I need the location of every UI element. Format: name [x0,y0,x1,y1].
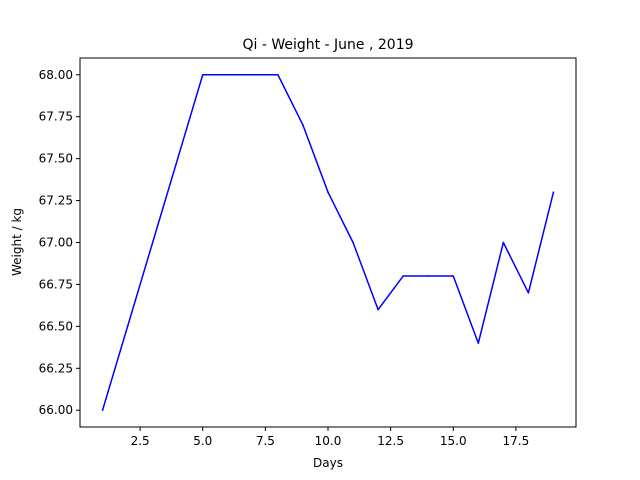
y-tick-label: 67.25 [39,194,73,208]
data-point [201,73,204,76]
data-point [176,157,179,160]
y-tick-label: 66.50 [39,319,73,333]
y-tick-label: 66.25 [39,361,73,375]
x-tick-label: 5.0 [193,434,212,448]
data-point [226,73,229,76]
x-tick-label: 7.5 [256,434,275,448]
plot-content [101,73,555,412]
data-point [477,342,480,344]
data-point [302,124,304,126]
x-tick-label: 17.5 [503,434,530,448]
data-point [277,73,279,76]
y-tick-label: 67.75 [39,110,73,124]
y-tick-label: 66.75 [39,277,73,291]
data-point [151,241,154,244]
y-tick-label: 67.50 [39,152,73,166]
data-point [252,73,254,76]
data-point [126,325,129,328]
data-point [402,275,404,277]
x-tick-label: 15.0 [440,434,467,448]
chart-title: Qi - Weight - June , 2019 [242,37,413,53]
data-point [327,191,329,193]
data-point [427,275,430,277]
data-point [452,275,455,277]
data-point [352,241,354,244]
x-tick-label: 10.0 [315,434,342,448]
x-tick-label: 12.5 [377,434,404,448]
data-point [527,292,530,294]
y-axis-title: Weight / kg [10,208,24,276]
x-axis-title: Days [313,456,343,470]
y-axis: 66.00 66.25 66.50 66.75 67.00 67.25 67.50 67.75… [39,68,80,417]
x-axis: 2.5 5.0 7.5 10.0 12.5 15.0 17.5 [131,427,530,448]
data-point [377,308,379,311]
data-point [502,241,505,244]
data-point [101,409,104,412]
data-point [552,191,555,193]
y-tick-label: 68.00 [39,68,73,82]
x-tick-label: 2.5 [131,434,150,448]
y-tick-label: 66.00 [39,403,73,417]
y-tick-label: 67.00 [39,236,73,250]
